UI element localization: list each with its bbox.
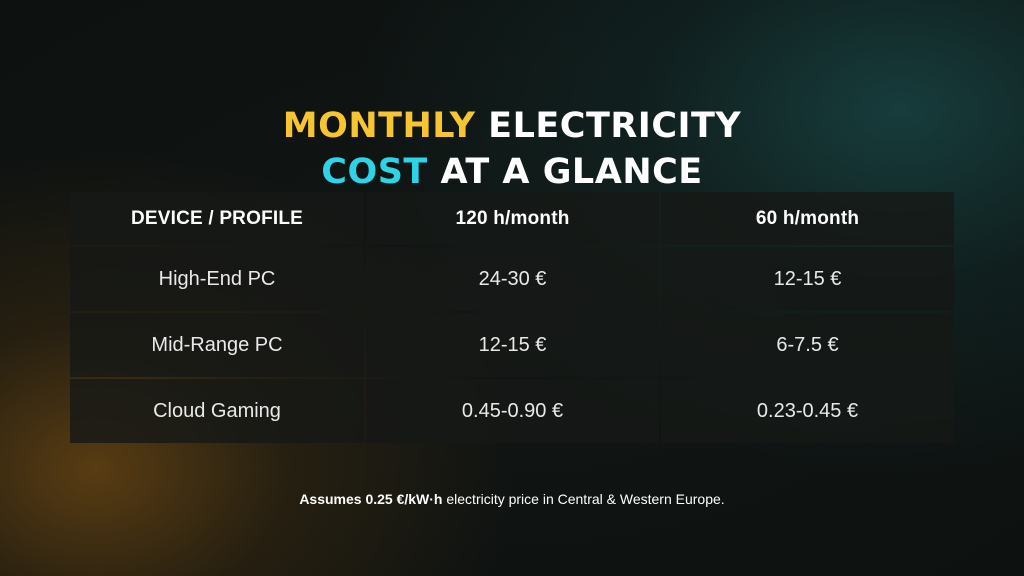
cost-120h: 24-30 €	[366, 247, 659, 311]
footnote: Assumes 0.25 €/kW·h electricity price in…	[0, 491, 1024, 507]
cost-60h: 6-7.5 €	[661, 313, 954, 377]
cost-120h: 0.45-0.90 €	[366, 379, 659, 443]
page-title: MONTHLY ELECTRICITY COST AT A GLANCE	[0, 103, 1024, 195]
header-60-hours: 60 h/month	[661, 192, 954, 245]
table-header-row: DEVICE / PROFILE 120 h/month 60 h/month	[70, 192, 954, 245]
title-text-electricity: ELECTRICITY	[475, 106, 742, 147]
table-row: Mid-Range PC 12-15 € 6-7.5 €	[70, 313, 954, 377]
device-name: Mid-Range PC	[70, 313, 364, 377]
title-accent-monthly: MONTHLY	[282, 106, 476, 147]
title-text-at-a-glance: AT A GLANCE	[427, 152, 703, 193]
table-row: High-End PC 24-30 € 12-15 €	[70, 247, 954, 311]
footnote-price: Assumes 0.25 €/kW·h	[299, 491, 443, 507]
cost-60h: 0.23-0.45 €	[661, 379, 954, 443]
title-accent-cost: COST	[321, 152, 428, 193]
cost-60h: 12-15 €	[661, 247, 954, 311]
cost-120h: 12-15 €	[366, 313, 659, 377]
header-device-profile: DEVICE / PROFILE	[70, 192, 364, 245]
table-row: Cloud Gaming 0.45-0.90 € 0.23-0.45 €	[70, 379, 954, 443]
device-name: High-End PC	[70, 247, 364, 311]
title-line-2: COST AT A GLANCE	[0, 149, 1024, 195]
title-line-1: MONTHLY ELECTRICITY	[0, 103, 1024, 149]
footnote-region: electricity price in Central & Western E…	[442, 491, 725, 507]
cost-table: DEVICE / PROFILE 120 h/month 60 h/month …	[68, 190, 956, 445]
device-name: Cloud Gaming	[70, 379, 364, 443]
header-120-hours: 120 h/month	[366, 192, 659, 245]
